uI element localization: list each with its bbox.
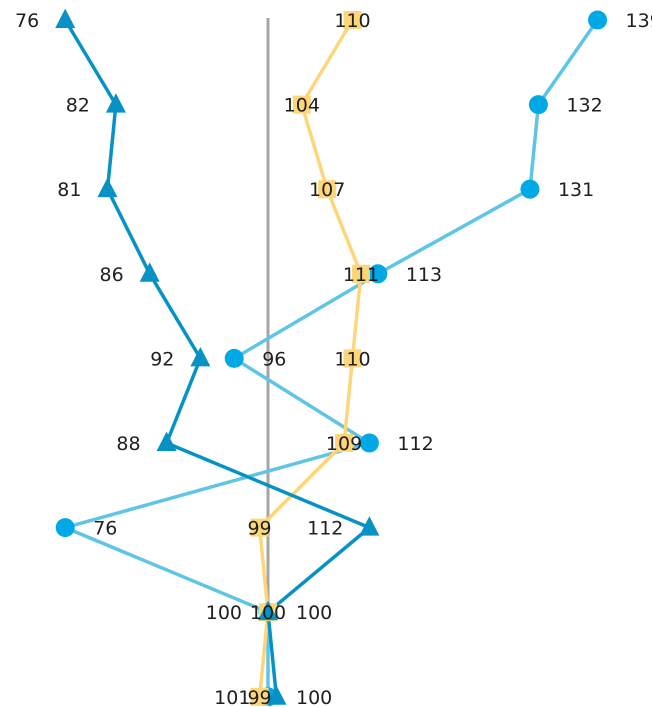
- marker-circle-1: [588, 10, 608, 30]
- value-label-triangle-9: 101: [214, 687, 250, 707]
- value-label-square-9: 99: [247, 687, 271, 707]
- value-label-triangle-1: 76: [15, 10, 39, 32]
- series-line-triangle: [63, 19, 372, 697]
- marker-triangle-3: [97, 177, 118, 198]
- value-label-triangle-2: 82: [66, 95, 90, 117]
- value-label-square-6: 109: [326, 433, 362, 455]
- marker-triangle-1: [55, 8, 76, 28]
- value-label-circle-7: 76: [93, 518, 117, 540]
- value-label-triangle-6: 88: [116, 433, 140, 455]
- value-label-square-8: 100: [250, 602, 286, 624]
- marker-square-4: [351, 264, 370, 283]
- marker-circle-5: [224, 348, 244, 368]
- value-label-triangle-5: 92: [150, 348, 174, 370]
- value-label-circle-4: 113: [406, 264, 442, 286]
- marker-triangle-7: [359, 516, 380, 536]
- value-label-circle-3: 131: [558, 179, 594, 201]
- marker-square-9: [250, 687, 269, 706]
- marker-circle-7: [55, 518, 75, 538]
- value-label-circle-8: 100: [296, 602, 332, 624]
- marker-triangle-8: [258, 600, 278, 621]
- value-label-circle-2: 132: [566, 95, 602, 117]
- marker-triangle-9: [266, 685, 287, 705]
- value-label-triangle-8: 100: [206, 602, 242, 624]
- marker-circle-6: [359, 433, 379, 453]
- series-line-circle: [63, 18, 599, 697]
- marker-circle-4: [368, 264, 388, 284]
- value-label-circle-5: 96: [262, 348, 286, 370]
- value-label-square-1: 110: [334, 10, 370, 32]
- marker-square-3: [318, 180, 337, 199]
- marker-square-1: [343, 11, 362, 29]
- marker-triangle-5: [190, 347, 211, 367]
- marker-square-7: [250, 518, 269, 537]
- value-label-circle-6: 112: [397, 433, 433, 455]
- marker-circle-2: [528, 95, 548, 115]
- marker-square-2: [292, 95, 311, 114]
- marker-triangle-2: [105, 93, 126, 113]
- value-label-circle-9: 100: [296, 687, 332, 707]
- marker-square-6: [335, 434, 354, 452]
- value-label-triangle-3: 81: [57, 179, 81, 201]
- marker-triangle-4: [139, 262, 160, 282]
- value-label-square-5: 110: [334, 348, 370, 370]
- marker-square-5: [343, 349, 362, 368]
- value-label-square-4: 111: [343, 264, 379, 286]
- value-label-circle-1: 139: [626, 10, 652, 32]
- value-label-triangle-7: 112: [307, 518, 343, 540]
- value-label-square-3: 107: [309, 179, 345, 201]
- marker-circle-3: [520, 179, 540, 199]
- value-label-triangle-4: 86: [100, 264, 124, 286]
- value-label-square-2: 104: [284, 95, 320, 117]
- value-label-square-7: 99: [247, 518, 271, 540]
- marker-triangle-6: [156, 431, 177, 451]
